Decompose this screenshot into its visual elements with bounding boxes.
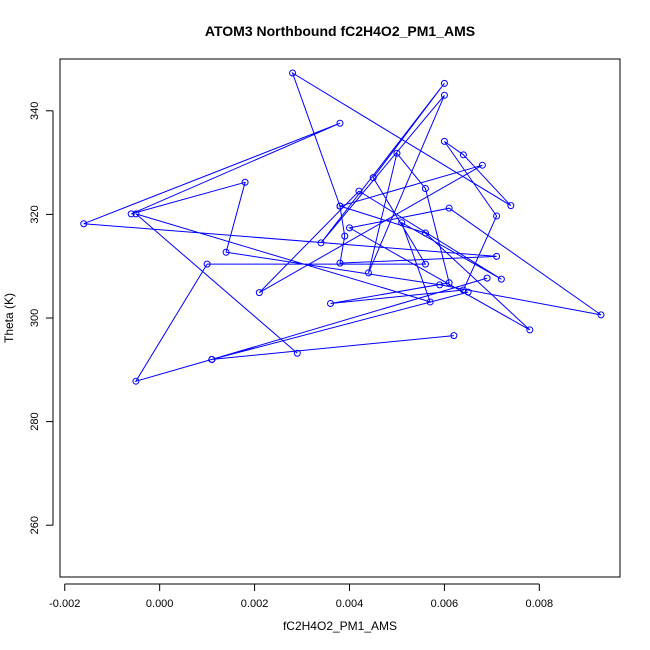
data-point: [336, 119, 344, 127]
y-tick-label: 280: [29, 412, 41, 430]
data-point: [369, 174, 377, 182]
y-axis-label: Theta (K): [2, 293, 16, 343]
data-point: [327, 299, 335, 307]
series-line: [83, 71, 602, 383]
data-point: [336, 259, 344, 267]
data-point: [421, 185, 429, 192]
data-point: [440, 79, 448, 87]
x-tick-label: -0.002: [49, 598, 80, 610]
series-layer: [80, 69, 605, 385]
data-point: [597, 311, 605, 319]
data-point: [459, 286, 467, 294]
plot-frame: [59, 58, 621, 578]
data-point: [459, 151, 467, 159]
data-point: [132, 377, 140, 385]
x-tick-label: 0.006: [431, 598, 459, 610]
data-point: [478, 161, 486, 169]
x-tick-label: 0.004: [336, 598, 364, 610]
data-point: [341, 232, 349, 240]
y-axis: 260 280 300 320 340: [29, 102, 54, 534]
data-point: [393, 149, 401, 157]
data-point: [293, 349, 301, 357]
x-axis-label: fC2H4O2_PM1_AMS: [283, 619, 397, 633]
x-axis: -0.002 0.000 0.002 0.004 0.006 0.008: [49, 583, 554, 610]
data-point: [497, 275, 505, 283]
data-point: [398, 219, 406, 227]
data-point: [127, 210, 135, 218]
data-point: [132, 210, 140, 218]
data-point: [445, 204, 453, 212]
data-point: [289, 69, 297, 77]
data-point: [208, 355, 216, 363]
data-point: [336, 202, 344, 210]
x-tick-label: 0.000: [146, 598, 174, 610]
data-point: [426, 298, 434, 306]
data-point: [241, 178, 249, 186]
y-tick-label: 300: [29, 309, 41, 327]
data-point: [440, 91, 448, 99]
data-point: [203, 260, 211, 268]
data-point: [445, 279, 453, 287]
y-tick-label: 260: [29, 516, 41, 534]
data-point: [355, 187, 363, 195]
data-point: [364, 269, 372, 277]
data-point: [436, 281, 444, 289]
data-point: [222, 248, 230, 256]
chart-title: ATOM3 Northbound fC2H4O2_PM1_AMS: [205, 23, 475, 39]
data-point: [345, 224, 353, 232]
data-point: [421, 260, 429, 268]
data-point: [493, 212, 501, 220]
x-tick-label: 0.002: [241, 598, 269, 610]
data-point: [255, 289, 263, 297]
data-point: [421, 229, 429, 237]
y-tick-label: 320: [29, 205, 41, 223]
data-point: [483, 274, 491, 282]
data-point: [80, 220, 88, 228]
data-point: [317, 239, 325, 247]
data-point: [507, 202, 515, 210]
y-tick-label: 340: [29, 102, 41, 120]
x-tick-label: 0.008: [526, 598, 554, 610]
data-point: [450, 332, 458, 340]
data-point: [493, 252, 501, 260]
data-point: [440, 137, 448, 145]
data-point: [526, 326, 534, 334]
